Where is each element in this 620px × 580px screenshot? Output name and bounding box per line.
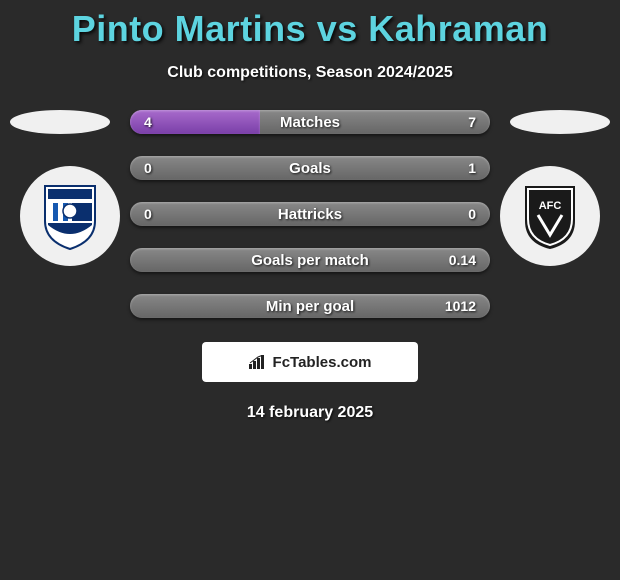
- stats-section: AFC 4 Matches 7 0 Goals 1 0 Hattricks 0 …: [0, 110, 620, 422]
- fc-porto-crest-icon: [40, 181, 100, 251]
- badge-circle: [20, 166, 120, 266]
- svg-text:AFC: AFC: [539, 200, 562, 212]
- badge-circle: AFC: [500, 166, 600, 266]
- stat-value-right: 1012: [445, 298, 476, 314]
- stat-row-matches: 4 Matches 7: [130, 110, 490, 134]
- chart-icon: [249, 355, 267, 369]
- page-title: Pinto Martins vs Kahraman: [0, 0, 620, 50]
- date-label: 14 february 2025: [0, 404, 620, 422]
- stat-label: Goals: [289, 160, 331, 177]
- stat-value-right: 7: [468, 114, 476, 130]
- stat-row-min-per-goal: Min per goal 1012: [130, 294, 490, 318]
- stat-label: Matches: [280, 114, 340, 131]
- team-badge-left: [20, 166, 120, 266]
- stat-value-left: 4: [144, 114, 152, 130]
- stat-value-right: 0: [468, 206, 476, 222]
- team-badge-right: AFC: [500, 166, 600, 266]
- stat-label: Hattricks: [278, 206, 342, 223]
- stat-row-hattricks: 0 Hattricks 0: [130, 202, 490, 226]
- stat-label: Goals per match: [251, 252, 369, 269]
- brand-text: FcTables.com: [273, 354, 372, 371]
- stat-label: Min per goal: [266, 298, 354, 315]
- stat-value-left: 0: [144, 160, 152, 176]
- stats-list: 4 Matches 7 0 Goals 1 0 Hattricks 0 Goal…: [130, 110, 490, 318]
- page-subtitle: Club competitions, Season 2024/2025: [0, 64, 620, 82]
- brand-badge[interactable]: FcTables.com: [202, 342, 418, 382]
- stat-row-goals-per-match: Goals per match 0.14: [130, 248, 490, 272]
- player-marker-left: [10, 110, 110, 134]
- stat-value-left: 0: [144, 206, 152, 222]
- stat-row-goals: 0 Goals 1: [130, 156, 490, 180]
- player-marker-right: [510, 110, 610, 134]
- academico-viseu-crest-icon: AFC: [520, 181, 580, 251]
- stat-value-right: 1: [468, 160, 476, 176]
- stat-value-right: 0.14: [449, 252, 476, 268]
